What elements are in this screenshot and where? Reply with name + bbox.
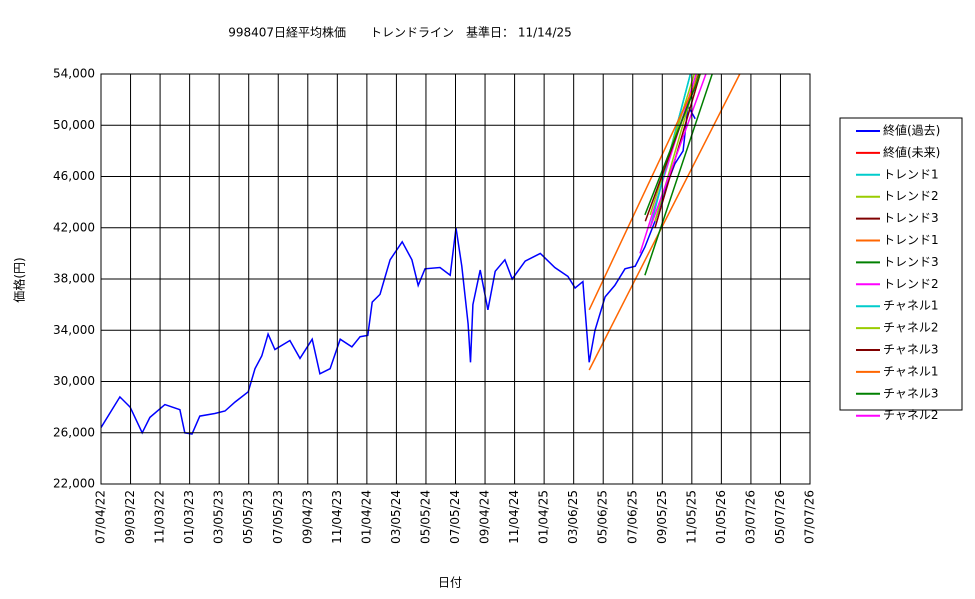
- x-tick-label: 07/06/25: [625, 490, 639, 544]
- y-tick-label: 50,000: [53, 118, 95, 132]
- x-tick-label: 05/05/23: [241, 490, 255, 544]
- x-tick-label: 03/07/26: [743, 490, 757, 544]
- series-line: [588, 74, 741, 371]
- x-tick-label: 07/07/26: [803, 490, 817, 544]
- x-tick-label: 05/05/24: [418, 490, 432, 544]
- x-tick-label: 03/05/23: [212, 490, 226, 544]
- y-tick-label: 54,000: [53, 67, 95, 81]
- legend-label: トレンド3: [883, 255, 939, 269]
- legend: [839, 117, 963, 411]
- legend-label: トレンド1: [883, 233, 939, 247]
- x-tick-label: 11/04/24: [507, 490, 521, 544]
- legend-label: トレンド3: [883, 211, 939, 225]
- x-tick-label: 01/04/25: [537, 490, 551, 544]
- legend-label: チャネル2: [883, 321, 939, 335]
- y-tick-label: 46,000: [53, 169, 95, 183]
- legend-label: チャネル3: [883, 343, 939, 357]
- legend-label: チャネル2: [883, 408, 939, 422]
- legend-label: 終値(過去): [883, 123, 940, 138]
- plot-marks: [101, 74, 741, 435]
- x-tick-label: 03/06/25: [566, 490, 580, 544]
- y-tick-label: 38,000: [53, 272, 95, 286]
- y-tick-label: 30,000: [53, 374, 95, 388]
- x-tick-label: 09/04/23: [300, 490, 314, 544]
- y-tick-label: 22,000: [53, 477, 95, 491]
- x-tick-label: 11/05/25: [684, 490, 698, 544]
- y-axis-label: 価格(円): [12, 257, 27, 302]
- legend-label: チャネル1: [883, 299, 939, 313]
- series-line: [644, 74, 701, 216]
- x-tick-label: 05/07/26: [773, 490, 787, 544]
- x-tick-label: 11/04/23: [330, 490, 344, 544]
- x-tick-label: 09/03/22: [123, 490, 137, 544]
- legend-label: トレンド2: [883, 189, 939, 203]
- x-tick-label: 07/05/24: [448, 490, 462, 544]
- legend-label: 終値(未来): [883, 144, 940, 159]
- y-tick-label: 26,000: [53, 425, 95, 439]
- legend-label: トレンド1: [883, 167, 939, 181]
- series-line: [101, 103, 696, 435]
- x-tick-label: 07/04/22: [94, 490, 108, 544]
- y-tick-label: 34,000: [53, 323, 95, 337]
- x-tick-label: 01/05/26: [714, 490, 728, 544]
- x-tick-label: 07/05/23: [271, 490, 285, 544]
- legend-label: チャネル1: [883, 364, 939, 378]
- legend-label: トレンド2: [883, 277, 939, 291]
- series-line: [588, 74, 701, 311]
- y-tick-label: 42,000: [53, 220, 95, 234]
- x-tick-label: 03/05/24: [389, 490, 403, 544]
- x-axis-label: 日付: [438, 576, 462, 590]
- legend-label: チャネル3: [883, 386, 939, 400]
- x-tick-label: 09/04/24: [478, 490, 492, 544]
- series-line: [649, 74, 707, 229]
- x-tick-label: 01/03/23: [182, 490, 196, 544]
- x-tick-label: 05/06/25: [596, 490, 610, 544]
- x-tick-label: 01/04/24: [359, 490, 373, 544]
- series-line: [644, 74, 713, 276]
- x-tick-label: 09/05/25: [655, 490, 669, 544]
- x-tick-label: 11/03/22: [153, 490, 167, 544]
- chart-title: 998407日経平均株価 トレンドライン 基準日： 11/14/25: [228, 25, 572, 40]
